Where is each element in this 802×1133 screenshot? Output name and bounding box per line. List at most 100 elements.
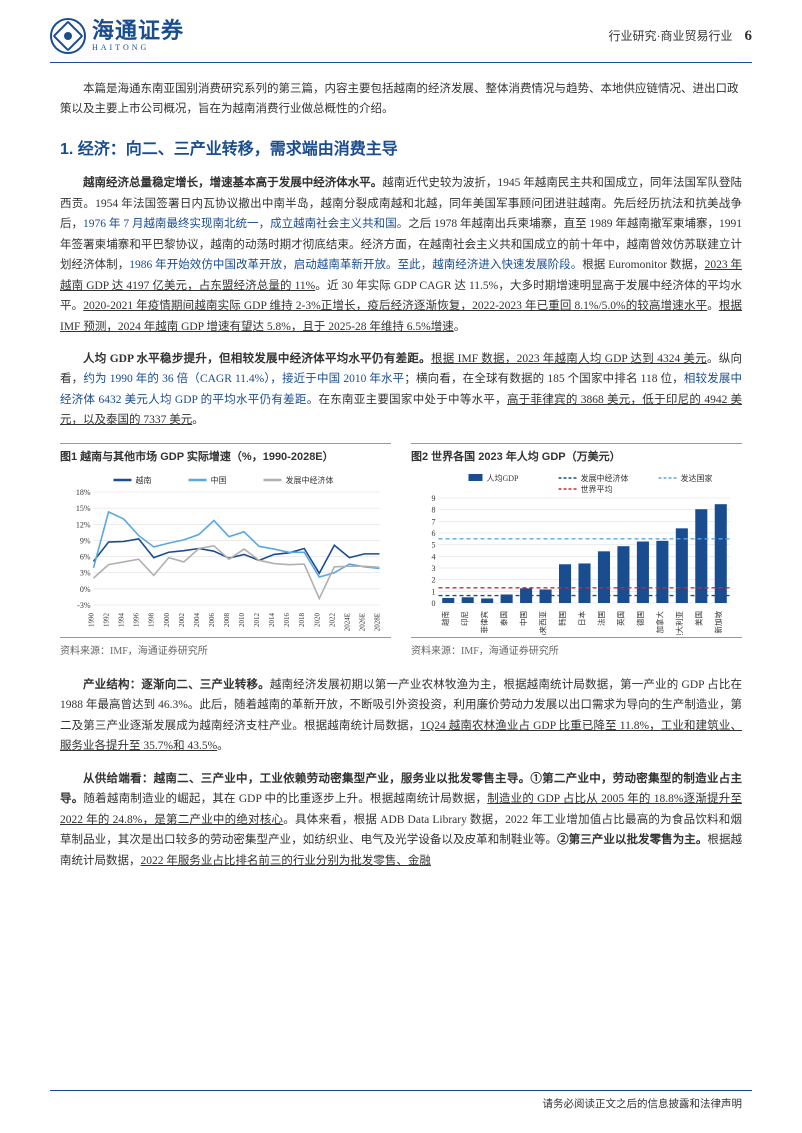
svg-text:2014: 2014 [268, 612, 276, 627]
svg-text:9%: 9% [80, 536, 91, 545]
chart2-svg: 0123456789越南印尼菲律宾泰国中国马来西亚韩国日本法国英国德国加拿大澳大… [411, 470, 742, 635]
t: 随着越南制造业的崛起，其在 GDP 中的比重逐步上升。根据越南统计局数据， [83, 793, 487, 805]
section-title: 1. 经济：向二、三产业转移，需求端由消费主导 [60, 135, 742, 159]
t: 。 [454, 321, 466, 333]
svg-text:印尼: 印尼 [461, 611, 470, 626]
page-number: 6 [745, 28, 753, 45]
para3-lead: 产业结构：逐渐向二、三产业转移。 [83, 679, 270, 691]
svg-text:3: 3 [432, 564, 436, 573]
svg-text:2018: 2018 [298, 612, 306, 627]
svg-text:2016: 2016 [283, 612, 291, 627]
chart1-title: 图1 越南与其他市场 GDP 实际增速（%，1990-2028E） [60, 444, 391, 470]
svg-text:1: 1 [432, 587, 436, 596]
header-right: 行业研究·商业贸易行业 6 [609, 27, 753, 45]
svg-text:澳大利亚: 澳大利亚 [674, 610, 684, 634]
svg-text:1992: 1992 [103, 612, 111, 627]
svg-text:6: 6 [432, 529, 436, 538]
t: 。 [192, 414, 204, 426]
svg-text:12%: 12% [76, 520, 91, 529]
svg-text:美国: 美国 [693, 611, 703, 626]
svg-text:2006: 2006 [208, 612, 216, 627]
logo-en: HAITONG [92, 44, 184, 52]
intro-paragraph: 本篇是海通东南亚国别消费研究系列的第三篇，内容主要包括越南的经济发展、整体消费情… [60, 79, 742, 119]
t: 2022 年服务业占比排名前三的行业分别为批发零售、金融 [141, 855, 431, 867]
svg-text:世界平均: 世界平均 [581, 484, 613, 494]
t: 1986 年开始效仿中国改革开放，启动越南革新开放。至此，越南经济进入快速发展阶… [129, 259, 582, 271]
paragraph-4: 从供给端看：越南二、三产业中，工业依赖劳动密集型产业，服务业以批发零售主导。①第… [60, 769, 742, 871]
t: 约为 1990 年的 36 倍（CAGR 11.4%），接近于中国 2010 年… [83, 373, 404, 385]
svg-text:发展中经济体: 发展中经济体 [581, 473, 629, 483]
logo-text: 海通证券 HAITONG [92, 20, 184, 52]
lower-content: 产业结构：逐渐向二、三产业转移。越南经济发展初期以第一产业农林牧渔为主，根据越南… [0, 661, 802, 871]
charts-row: 图1 越南与其他市场 GDP 实际增速（%，1990-2028E） -3% 0% 3… [60, 443, 742, 657]
footer-text: 请务必阅读正文之后的信息披露和法律声明 [543, 1096, 743, 1111]
svg-text:1990: 1990 [88, 612, 96, 627]
logo-cn: 海通证券 [92, 20, 184, 42]
svg-text:2002: 2002 [178, 612, 186, 627]
chart1-svg: -3%0%3%6%9%12%15%18%19901992199419961998… [60, 470, 391, 635]
chart1-box: 图1 越南与其他市场 GDP 实际增速（%，1990-2028E） -3% 0% 3… [60, 443, 391, 657]
svg-text:2022: 2022 [328, 612, 336, 627]
svg-text:2024E: 2024E [343, 613, 351, 631]
svg-text:2000: 2000 [163, 612, 171, 627]
svg-text:5: 5 [432, 541, 436, 550]
svg-text:2004: 2004 [193, 612, 201, 627]
para2-lead: 人均 GDP 水平稳步提升，但相较发展中经济体平均水平仍有差距。 [83, 353, 431, 365]
svg-text:法国: 法国 [596, 611, 606, 626]
t: 。 [707, 300, 719, 312]
svg-text:2012: 2012 [253, 612, 261, 627]
svg-text:人均GDP: 人均GDP [487, 473, 520, 483]
haitong-logo-icon [50, 18, 86, 54]
t: 。在东南亚主要国家中处于中等水平， [307, 394, 507, 406]
t: 根据 IMF 数据，2023 年越南人均 GDP 达到 4324 美元 [431, 353, 707, 365]
svg-text:8: 8 [432, 506, 436, 515]
footer-divider [50, 1090, 752, 1091]
svg-text:2026E: 2026E [358, 613, 366, 631]
paragraph-1: 越南经济总量稳定增长，增速基本高于发展中经济体水平。越南近代史较为波折，1945… [60, 173, 742, 337]
chart2-title: 图2 世界各国 2023 年人均 GDP（万美元） [411, 444, 742, 470]
svg-text:-3%: -3% [77, 601, 91, 610]
t: 根据 Euromonitor 数据， [582, 259, 704, 271]
svg-text:4: 4 [432, 552, 436, 561]
svg-text:0%: 0% [80, 585, 91, 594]
paragraph-3: 产业结构：逐渐向二、三产业转移。越南经济发展初期以第一产业农林牧渔为主，根据越南… [60, 675, 742, 757]
svg-text:2028E: 2028E [374, 613, 382, 631]
page-header: 海通证券 HAITONG 行业研究·商业贸易行业 6 [0, 0, 802, 62]
svg-text:6%: 6% [80, 552, 91, 561]
svg-text:18%: 18% [76, 488, 91, 497]
chart2-box: 图2 世界各国 2023 年人均 GDP（万美元） 0123456789越南印尼… [411, 443, 742, 657]
svg-text:发达国家: 发达国家 [681, 473, 713, 483]
svg-text:越南: 越南 [136, 475, 152, 485]
svg-text:新加坡: 新加坡 [713, 610, 723, 633]
svg-text:3%: 3% [80, 569, 91, 578]
svg-text:7: 7 [432, 517, 436, 526]
t: ；横向看，在全球有数据的 185 个国家中排名 118 位， [404, 373, 684, 385]
svg-text:日本: 日本 [577, 610, 587, 625]
svg-text:韩国: 韩国 [557, 611, 567, 626]
t: 。 [217, 740, 229, 752]
para4-lead2: ②第三产业以批发零售为主。 [557, 834, 707, 846]
svg-text:0: 0 [432, 599, 436, 608]
main-content: 本篇是海通东南亚国别消费研究系列的第三篇，内容主要包括越南的经济发展、整体消费情… [0, 63, 802, 657]
logo-area: 海通证券 HAITONG [50, 18, 184, 54]
svg-text:菲律宾: 菲律宾 [479, 610, 489, 633]
svg-text:15%: 15% [76, 504, 91, 513]
paragraph-2: 人均 GDP 水平稳步提升，但相较发展中经济体平均水平仍有差距。根据 IMF 数… [60, 349, 742, 431]
svg-text:英国: 英国 [615, 611, 625, 626]
svg-text:2008: 2008 [223, 612, 231, 627]
t: 1976 年 7 月越南最终实现南北统一，成立越南社会主义共和国。 [83, 218, 408, 230]
svg-text:2010: 2010 [238, 612, 246, 627]
svg-text:越南: 越南 [440, 610, 450, 625]
svg-text:中国: 中国 [211, 475, 227, 485]
svg-text:加拿大: 加拿大 [654, 610, 664, 633]
chart2-source: 资料来源：IMF，海通证券研究所 [411, 637, 742, 657]
svg-text:马来西亚: 马来西亚 [539, 610, 548, 634]
para1-lead: 越南经济总量稳定增长，增速基本高于发展中经济体水平。 [83, 177, 382, 189]
t: 2020-2021 年疫情期间越南实际 GDP 维持 2-3%正增长，疫后经济逐… [83, 300, 707, 312]
svg-text:发展中经济体: 发展中经济体 [286, 475, 334, 485]
svg-text:2020: 2020 [313, 612, 321, 627]
chart1-source: 资料来源：IMF，海通证券研究所 [60, 637, 391, 657]
svg-text:1994: 1994 [118, 612, 126, 627]
svg-text:1996: 1996 [133, 612, 141, 627]
svg-text:2: 2 [432, 576, 436, 585]
